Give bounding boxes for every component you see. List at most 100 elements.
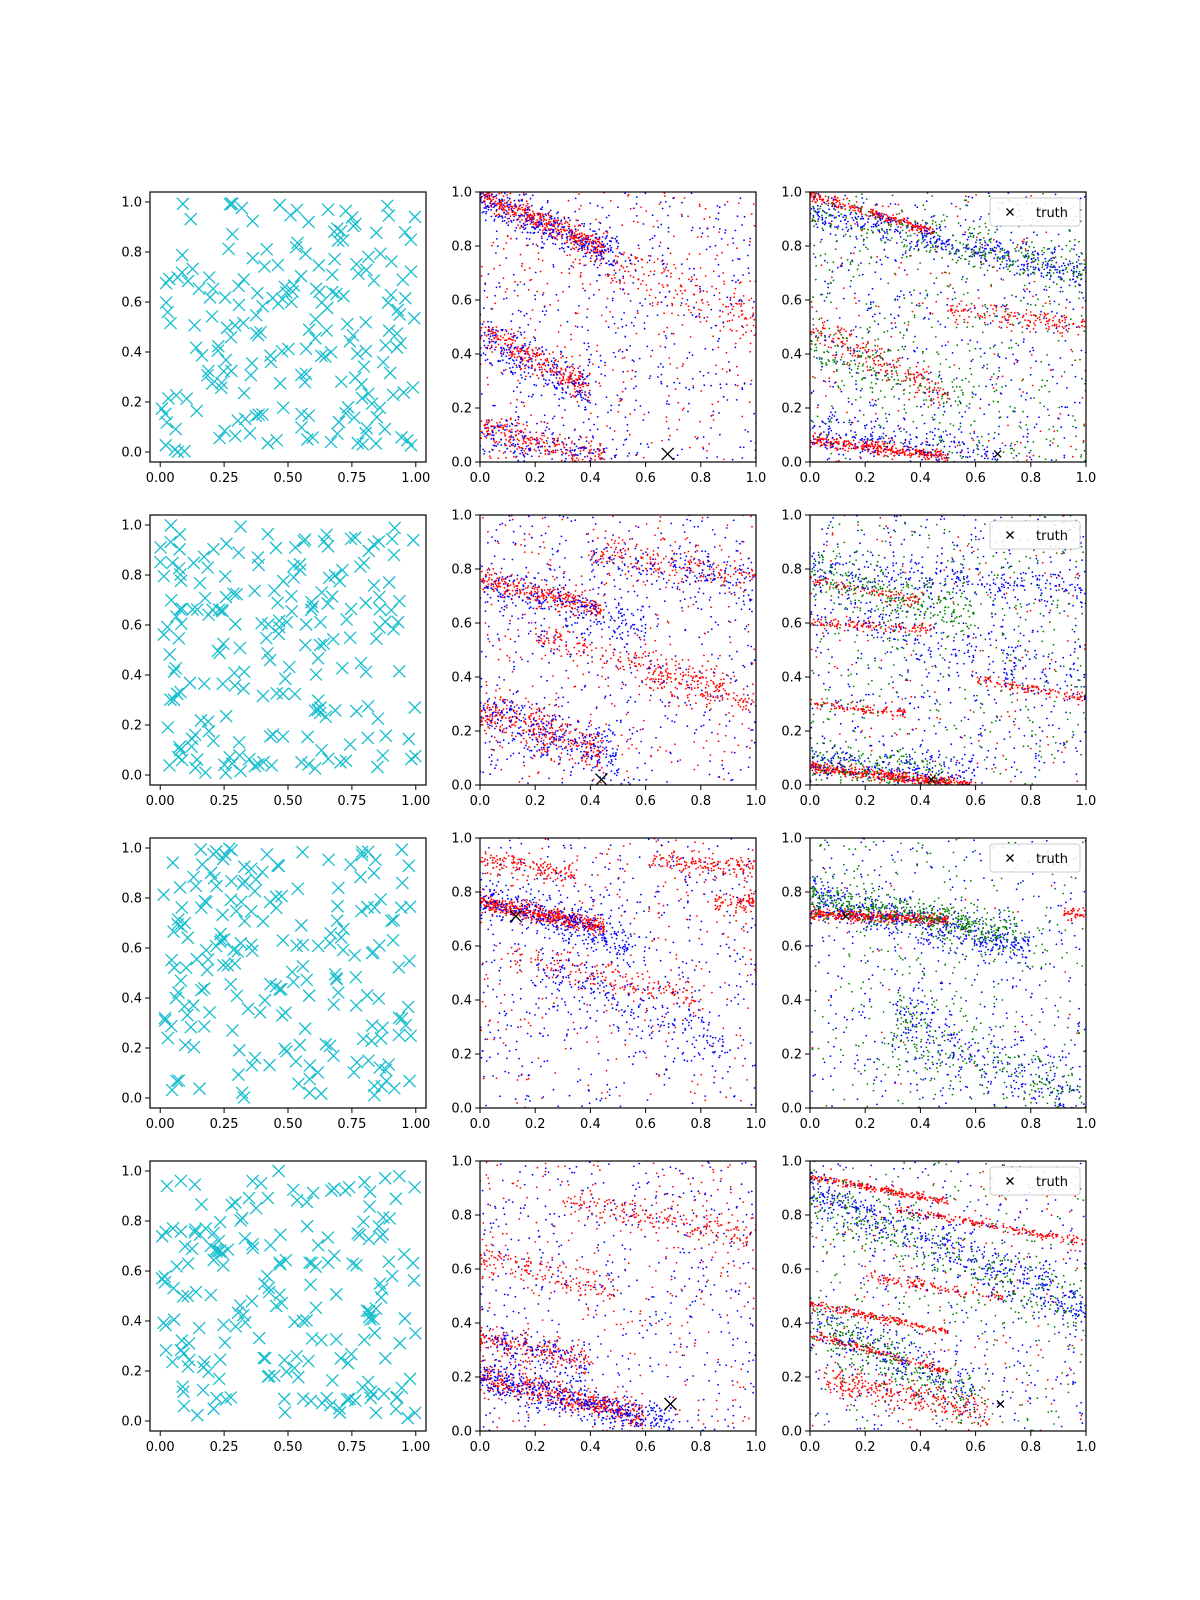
data-point [1078, 326, 1081, 329]
data-point [828, 380, 831, 383]
data-point [519, 204, 522, 207]
data-point [560, 271, 563, 274]
data-point [1027, 249, 1029, 252]
data-point [546, 201, 549, 204]
data-point [494, 331, 497, 334]
data-point [966, 321, 969, 324]
data-point [557, 211, 559, 214]
data-point [915, 371, 918, 374]
data-point [719, 387, 722, 389]
data-point [541, 432, 543, 434]
data-point [978, 441, 981, 444]
data-point [842, 198, 845, 201]
data-point [962, 233, 964, 236]
data-point [619, 400, 621, 403]
data-point [852, 439, 855, 442]
data-point [1037, 257, 1039, 259]
data-point [1023, 263, 1025, 266]
data-point [1008, 257, 1010, 260]
data-point [510, 333, 512, 335]
data-point [753, 224, 756, 227]
data-point [1076, 326, 1078, 329]
x-marker [362, 387, 375, 401]
data-point [656, 314, 659, 316]
data-point [881, 440, 884, 443]
data-point [838, 202, 841, 204]
data-point [662, 267, 665, 270]
data-point [550, 451, 553, 453]
data-point [574, 210, 577, 213]
y-tick-label: 1.0 [451, 186, 472, 201]
data-point [499, 421, 501, 424]
data-point [498, 264, 501, 267]
data-point [523, 208, 526, 211]
data-point [595, 218, 597, 221]
data-point [980, 251, 982, 254]
data-point [914, 379, 916, 382]
data-point [743, 215, 746, 218]
data-point [995, 247, 998, 249]
data-point [623, 282, 626, 284]
data-point [873, 403, 876, 406]
data-point [859, 439, 862, 441]
data-point [538, 368, 541, 371]
data-point [579, 242, 582, 245]
x-marker [236, 316, 250, 330]
data-point [856, 346, 859, 349]
data-point [492, 241, 495, 244]
data-point [899, 364, 901, 367]
data-point [557, 360, 560, 363]
data-point [908, 229, 911, 232]
data-point [996, 270, 998, 272]
data-point [543, 306, 546, 308]
data-point [527, 372, 530, 374]
data-point [838, 215, 841, 217]
data-point [880, 369, 882, 371]
data-point [889, 221, 892, 224]
data-point [594, 450, 597, 453]
data-point [508, 430, 510, 432]
data-point [534, 369, 536, 372]
data-point [913, 396, 916, 398]
data-point [1010, 330, 1013, 332]
data-point [1070, 269, 1073, 272]
data-point [523, 450, 526, 452]
data-point [578, 354, 581, 357]
data-point [699, 287, 701, 290]
data-point [870, 374, 873, 377]
data-point [587, 452, 590, 454]
x-marker [159, 438, 173, 452]
data-point [673, 457, 675, 460]
data-point [571, 378, 573, 380]
data-point [527, 288, 530, 291]
x-marker [359, 263, 373, 277]
data-point [570, 396, 573, 398]
data-point [491, 244, 493, 247]
data-point [847, 349, 849, 352]
data-point [981, 305, 984, 307]
data-point [584, 382, 587, 384]
data-point [698, 227, 701, 230]
data-point [504, 192, 506, 195]
data-point [937, 387, 939, 389]
data-point [731, 319, 734, 321]
data-point [576, 379, 579, 382]
data-point [666, 284, 669, 287]
data-point [894, 216, 897, 219]
data-point [824, 222, 827, 225]
data-point [539, 452, 542, 454]
data-point [694, 436, 697, 438]
data-point [623, 312, 625, 314]
data-point [850, 447, 853, 450]
data-point [596, 258, 598, 260]
data-point [992, 308, 994, 310]
data-point [961, 449, 963, 452]
data-point [1014, 410, 1016, 413]
x-marker [328, 252, 342, 266]
data-point [908, 454, 911, 456]
data-point [1062, 269, 1065, 272]
data-point [556, 367, 558, 370]
data-point [867, 348, 870, 351]
data-point [818, 436, 821, 439]
data-point [1048, 325, 1050, 328]
